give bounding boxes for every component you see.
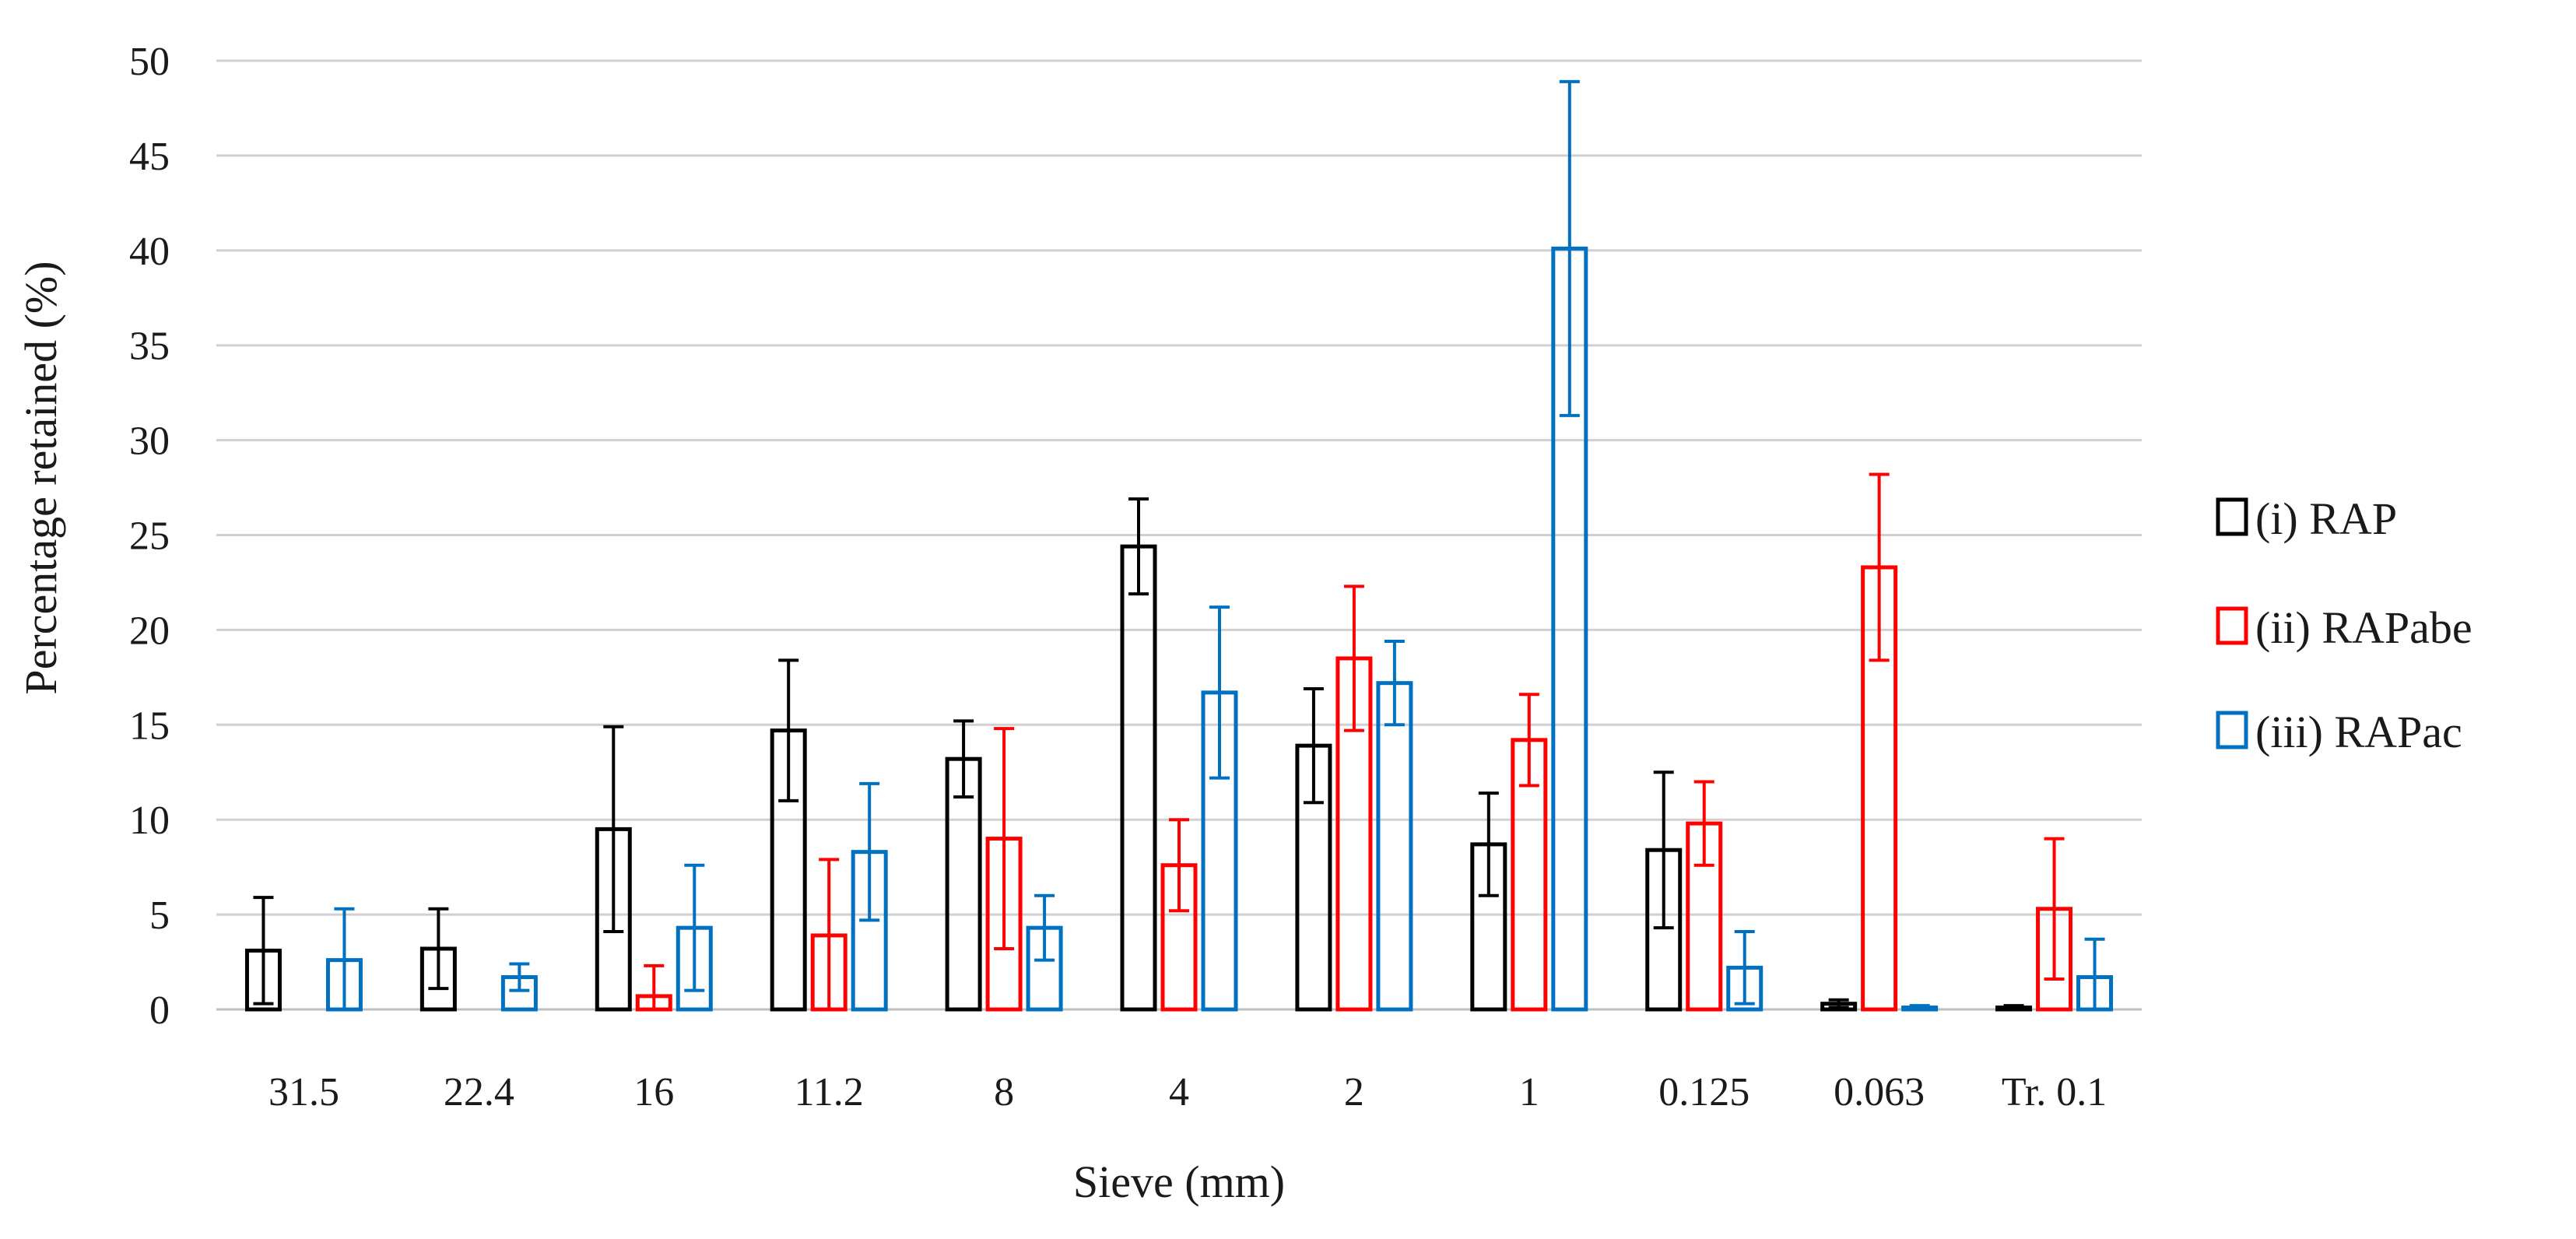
x-tick-label: 0.063 (1834, 1070, 1925, 1114)
error-bar (1128, 497, 1149, 596)
error-bar (1828, 998, 1849, 1009)
error-bar (778, 658, 799, 802)
legend: (i) RAP (ii) RAPabe (iii) RAPac (2216, 493, 2472, 757)
x-tick-label: 8 (994, 1070, 1014, 1114)
error-bar (1209, 605, 1230, 780)
error-bar (2044, 837, 2065, 981)
y-tick-label: 15 (129, 704, 170, 748)
x-tick-label: 1 (1519, 1070, 1539, 1114)
error-bar (1518, 693, 1539, 788)
legend-label: (iii) RAPac (2255, 707, 2462, 757)
y-tick-label: 35 (129, 325, 170, 369)
y-tick-label: 25 (129, 514, 170, 559)
error-bar (1734, 930, 1755, 1006)
legend-item: (iii) RAPac (2216, 707, 2462, 757)
error-bar (334, 907, 355, 1011)
x-tick-label: Tr. 0.1 (2002, 1070, 2107, 1114)
error-bar (1343, 584, 1364, 732)
y-tick-label: 0 (149, 988, 170, 1033)
error-bar (603, 725, 624, 934)
error-bar (1693, 780, 1714, 867)
error-bar (1169, 818, 1189, 913)
error-bar (253, 896, 274, 1006)
error-bar (1478, 791, 1499, 897)
x-tick-label: 16 (633, 1070, 674, 1114)
y-tick-label: 50 (129, 40, 170, 84)
x-tick-label: 0.125 (1658, 1070, 1750, 1114)
bars (244, 79, 2114, 1012)
y-tick-label: 20 (129, 609, 170, 653)
error-bar (1559, 79, 1580, 417)
x-tick-label: 11.2 (795, 1070, 864, 1114)
error-bar (819, 858, 840, 1011)
y-tick-label: 5 (149, 893, 170, 938)
error-bar (1909, 1004, 1930, 1011)
legend-item: (i) RAP (2216, 493, 2397, 544)
y-tick-label: 10 (129, 799, 170, 843)
y-tick-label: 30 (129, 419, 170, 464)
y-axis-title: Percentage retained (%) (16, 261, 66, 694)
x-tick-label: 4 (1169, 1070, 1189, 1114)
bar (1376, 681, 1413, 1012)
bar (1120, 544, 1157, 1012)
error-bar (2003, 1004, 2024, 1011)
legend-label: (ii) RAPabe (2255, 602, 2472, 653)
legend-swatch (2216, 711, 2248, 749)
x-tick-label: 2 (1344, 1070, 1364, 1114)
legend-swatch (2216, 606, 2248, 645)
error-bar (1653, 770, 1674, 930)
error-bar (2084, 937, 2105, 1011)
error-bar (428, 907, 449, 991)
error-bar (1869, 472, 1890, 662)
error-bar (1303, 686, 1324, 805)
y-tick-label: 45 (129, 135, 170, 179)
y-tick-label: 40 (129, 230, 170, 274)
y-axis-ticks: 0 5 10 15 20 25 30 35 40 45 50 (129, 40, 170, 1033)
error-bar (1384, 640, 1405, 727)
error-bar (859, 781, 880, 922)
error-bar (994, 727, 1015, 950)
legend-swatch (2216, 497, 2248, 536)
legend-label: (i) RAP (2255, 493, 2397, 544)
x-tick-label: 22.4 (444, 1070, 514, 1114)
error-bar (1034, 893, 1055, 962)
error-bar (644, 963, 665, 1011)
x-axis-title: Sieve (mm) (1073, 1157, 1285, 1207)
legend-item: (ii) RAPabe (2216, 602, 2472, 653)
x-tick-label: 31.5 (268, 1070, 339, 1114)
error-bar (953, 719, 974, 799)
error-bar (509, 962, 530, 992)
x-axis-ticks: 31.5 22.4 16 11.2 8 4 2 1 0.125 0.063 Tr. 0.1 (268, 1070, 2107, 1114)
error-bar (684, 863, 705, 992)
